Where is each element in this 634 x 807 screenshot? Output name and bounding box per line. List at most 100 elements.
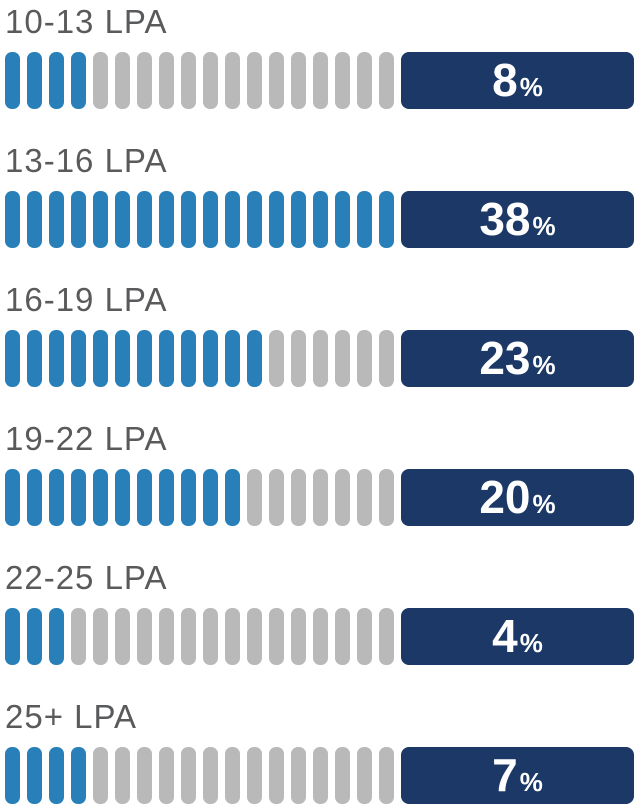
bar-segment-filled <box>115 191 130 248</box>
bar-segment-empty <box>203 52 218 109</box>
bar-segment-empty <box>269 469 284 526</box>
bar-segment-empty <box>357 608 372 665</box>
row-label: 10-13 LPA <box>5 3 168 40</box>
segment-bar <box>5 52 401 109</box>
chart-row: 16-19 LPA 23% <box>5 280 634 387</box>
bar-segment-empty <box>335 608 350 665</box>
bar-segment-empty <box>247 52 262 109</box>
bar-line: 8% <box>5 52 634 109</box>
row-label: 19-22 LPA <box>5 420 168 457</box>
bar-segment-empty <box>335 330 350 387</box>
bar-segment-filled <box>357 191 372 248</box>
value-unit: % <box>519 767 543 797</box>
bar-line: 20% <box>5 469 634 526</box>
bar-segment-filled <box>27 608 42 665</box>
bar-segment-empty <box>335 469 350 526</box>
value-badge: 38% <box>401 191 634 248</box>
row-label: 25+ LPA <box>5 698 138 735</box>
value-badge: 8% <box>401 52 634 109</box>
value-unit: % <box>532 489 556 519</box>
bar-segment-filled <box>93 330 108 387</box>
segment-bar <box>5 469 401 526</box>
value-unit: % <box>519 628 543 658</box>
value-unit: % <box>519 72 543 102</box>
segment-bar <box>5 330 401 387</box>
bar-segment-filled <box>181 191 196 248</box>
bar-segment-empty <box>93 52 108 109</box>
bar-segment-filled <box>5 191 20 248</box>
bar-segment-filled <box>203 469 218 526</box>
bar-segment-empty <box>115 52 130 109</box>
bar-segment-empty <box>115 747 130 804</box>
bar-segment-empty <box>71 608 86 665</box>
bar-segment-empty <box>313 330 328 387</box>
bar-segment-filled <box>225 469 240 526</box>
value-unit: % <box>532 211 556 241</box>
bar-segment-filled <box>181 469 196 526</box>
bar-segment-filled <box>27 747 42 804</box>
bar-segment-empty <box>93 608 108 665</box>
bar-segment-empty <box>313 52 328 109</box>
bar-segment-empty <box>203 608 218 665</box>
bar-segment-empty <box>357 469 372 526</box>
bar-line: 7% <box>5 747 634 804</box>
bar-segment-empty <box>225 52 240 109</box>
bar-segment-empty <box>291 608 306 665</box>
bar-segment-filled <box>269 191 284 248</box>
bar-segment-empty <box>335 52 350 109</box>
bar-segment-empty <box>181 52 196 109</box>
bar-segment-empty <box>137 608 152 665</box>
row-label: 13-16 LPA <box>5 142 168 179</box>
value-number: 7 <box>492 749 518 801</box>
bar-segment-filled <box>5 330 20 387</box>
bar-segment-filled <box>115 469 130 526</box>
value-badge: 4% <box>401 608 634 665</box>
value-badge: 23% <box>401 330 634 387</box>
bar-segment-filled <box>181 330 196 387</box>
bar-segment-filled <box>49 330 64 387</box>
value-number: 23 <box>479 332 531 384</box>
bar-segment-filled <box>137 469 152 526</box>
bar-segment-empty <box>269 52 284 109</box>
bar-segment-empty <box>269 747 284 804</box>
bar-segment-empty <box>247 608 262 665</box>
bar-segment-filled <box>27 469 42 526</box>
bar-segment-empty <box>203 747 218 804</box>
bar-segment-filled <box>71 191 86 248</box>
bar-segment-empty <box>357 52 372 109</box>
bar-segment-filled <box>71 747 86 804</box>
bar-segment-filled <box>27 191 42 248</box>
bar-segment-filled <box>71 52 86 109</box>
bar-segment-filled <box>159 469 174 526</box>
bar-segment-filled <box>115 330 130 387</box>
bar-segment-empty <box>357 330 372 387</box>
segment-bar <box>5 747 401 804</box>
bar-segment-filled <box>27 52 42 109</box>
bar-segment-empty <box>379 469 394 526</box>
bar-segment-empty <box>137 52 152 109</box>
value-badge: 7% <box>401 747 634 804</box>
chart-row: 10-13 LPA 8% <box>5 2 634 109</box>
bar-segment-empty <box>313 608 328 665</box>
bar-segment-filled <box>27 330 42 387</box>
bar-segment-filled <box>137 191 152 248</box>
bar-segment-filled <box>49 469 64 526</box>
value-unit: % <box>532 350 556 380</box>
bar-segment-empty <box>115 608 130 665</box>
value-number: 20 <box>479 471 531 523</box>
bar-line: 4% <box>5 608 634 665</box>
chart-row: 13-16 LPA 38% <box>5 141 634 248</box>
segment-bar <box>5 191 401 248</box>
bar-segment-filled <box>49 191 64 248</box>
bar-segment-filled <box>93 469 108 526</box>
bar-segment-empty <box>291 52 306 109</box>
bar-segment-filled <box>49 747 64 804</box>
bar-segment-filled <box>379 191 394 248</box>
bar-segment-filled <box>5 469 20 526</box>
bar-segment-filled <box>5 608 20 665</box>
bar-segment-empty <box>335 747 350 804</box>
bar-segment-filled <box>159 330 174 387</box>
bar-segment-empty <box>357 747 372 804</box>
bar-segment-empty <box>181 747 196 804</box>
